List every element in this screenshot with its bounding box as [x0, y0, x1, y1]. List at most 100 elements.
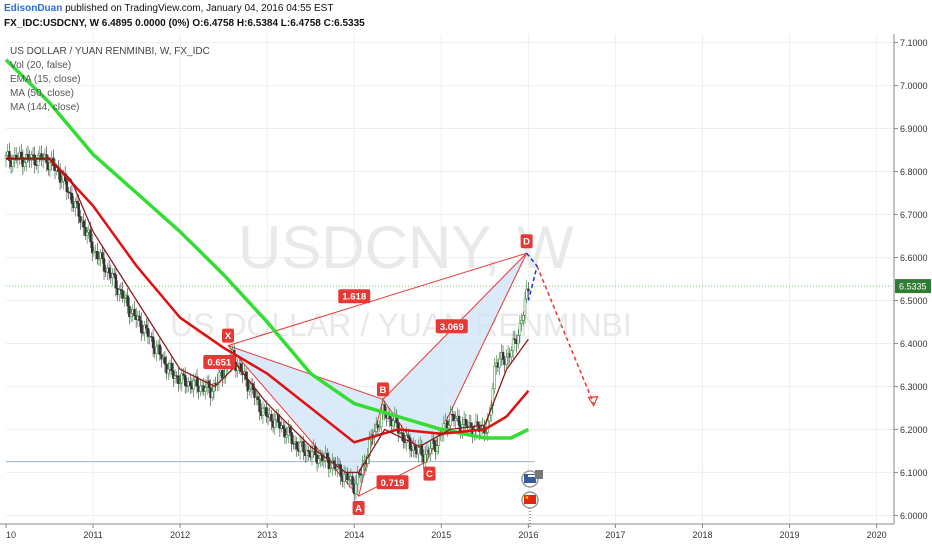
legend-indicator: MA (50, close) [10, 88, 74, 99]
candle [510, 350, 513, 358]
chart-svg[interactable]: USDCNY, W US DOLLAR / YUAN RENMINBI X A B C… [0, 34, 932, 550]
candle [85, 232, 89, 236]
candle [33, 154, 36, 166]
candle [102, 258, 106, 272]
candle [143, 324, 146, 334]
candle [126, 295, 129, 307]
candle [192, 380, 195, 390]
candle [170, 363, 173, 372]
candle [114, 274, 118, 289]
candle [285, 434, 288, 438]
candle [429, 448, 432, 454]
candle [278, 422, 282, 429]
candle [358, 472, 361, 475]
author-link[interactable]: EdisonDuan [4, 3, 63, 14]
candle [445, 420, 449, 429]
candle [501, 351, 505, 360]
ema15-line [6, 157, 529, 474]
x-tick-label: 2016 [518, 530, 538, 540]
x-tick-label: 2020 [867, 530, 887, 540]
candle [180, 373, 184, 384]
label-text: 3.069 [440, 322, 464, 333]
candle [167, 368, 170, 374]
candle [484, 432, 488, 434]
point-label-d[interactable]: D [520, 234, 533, 249]
point-label-x[interactable]: X [222, 328, 234, 343]
candle [361, 463, 364, 475]
candle [329, 467, 332, 470]
candle [527, 288, 530, 292]
y-tick-label: 6.9000 [900, 124, 928, 134]
candle [118, 289, 121, 295]
candle [325, 453, 329, 458]
label-box [222, 328, 234, 343]
price-chart[interactable]: USDCNY, W US DOLLAR / YUAN RENMINBI X A B C… [0, 34, 932, 550]
candle [155, 346, 158, 354]
candle [520, 320, 523, 324]
legend-indicator: EMA (15, close) [10, 74, 81, 85]
last-price-label: 6.5335 [899, 282, 927, 292]
candle [270, 414, 273, 422]
us-flag-icon [524, 474, 536, 483]
x-tick-label: 2011 [83, 530, 102, 540]
candle [165, 363, 168, 374]
ratio-label[interactable]: 3.069 [435, 319, 468, 334]
candle [101, 252, 104, 259]
candle [65, 180, 69, 193]
china-flag-icon [524, 495, 536, 504]
ma50-line [6, 157, 530, 444]
ratio-label[interactable]: 1.618 [338, 289, 371, 304]
y-tick-label: 6.6000 [900, 253, 928, 263]
point-label-a[interactable]: A [352, 501, 365, 516]
x-tick-label: 2018 [692, 530, 712, 540]
candle [380, 412, 383, 428]
candle [173, 375, 177, 379]
y-tick-label: 6.2000 [900, 425, 928, 435]
candle [89, 229, 92, 243]
candle [347, 479, 351, 481]
candle [123, 297, 126, 299]
candle [204, 387, 207, 392]
candle [261, 407, 265, 416]
candle [457, 415, 461, 426]
chart-header: EdisonDuan published on TradingView.com,… [0, 0, 932, 34]
candle [407, 435, 410, 438]
candle [522, 314, 525, 321]
ma144-line [4, 58, 530, 440]
candle [376, 424, 380, 429]
us-flag-stripes-icon [528, 475, 536, 477]
candle [111, 273, 114, 279]
candle [84, 227, 87, 236]
candle [317, 458, 320, 464]
candle [139, 320, 143, 333]
candle [339, 464, 342, 477]
candle [36, 155, 40, 166]
point-label-b[interactable]: B [376, 382, 389, 397]
candle [195, 376, 199, 387]
label-box [376, 382, 389, 397]
candle [199, 385, 202, 392]
candle [145, 324, 148, 329]
label-text: 0.651 [207, 357, 231, 368]
y-tick-label: 6.4000 [900, 339, 928, 349]
candle [151, 336, 155, 349]
label-box [203, 354, 236, 369]
point-label-c[interactable]: C [423, 466, 436, 481]
candle [356, 472, 359, 485]
label-text: 1.618 [342, 292, 366, 303]
label-box [376, 475, 409, 490]
grid-layer [6, 34, 894, 524]
candle [133, 309, 136, 316]
candle [82, 220, 86, 228]
x-tick-label: 2014 [344, 530, 364, 540]
label-box [338, 289, 371, 304]
last-price-tag [895, 279, 931, 294]
projection-arrowhead [587, 395, 599, 407]
ratio-label[interactable]: 0.719 [376, 475, 409, 490]
candle [129, 313, 133, 318]
ratio-label[interactable]: 0.651 [203, 354, 236, 369]
axes: 7.1000 7.0000 6.9000 6.8000 6.7000 6.6000 6.50… [0, 34, 932, 550]
candle [290, 432, 293, 444]
candle [351, 476, 354, 486]
china-flag-star-icon [525, 496, 529, 499]
